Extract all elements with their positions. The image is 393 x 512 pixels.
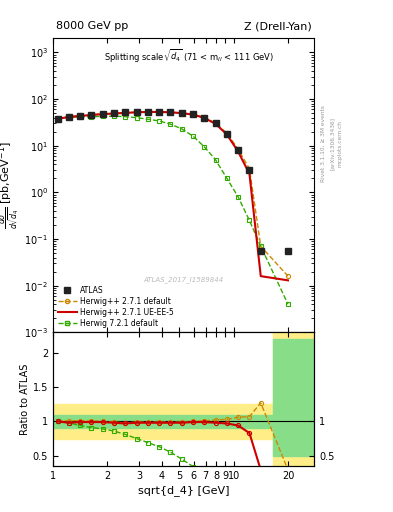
Y-axis label: $\frac{d\sigma}{d\sqrt{d_{4}}}$ [pb,GeV$^{-1}$]: $\frac{d\sigma}{d\sqrt{d_{4}}}$ [pb,GeV$… [0,141,23,229]
Text: Rivet 3.1.10, ≥ 3M events: Rivet 3.1.10, ≥ 3M events [320,105,325,182]
Text: Z (Drell-Yan): Z (Drell-Yan) [244,21,312,31]
Y-axis label: Ratio to ATLAS: Ratio to ATLAS [20,364,30,435]
Text: 8000 GeV pp: 8000 GeV pp [56,21,128,31]
Legend: ATLAS, Herwig++ 2.7.1 default, Herwig++ 2.7.1 UE-EE-5, Herwig 7.2.1 default: ATLAS, Herwig++ 2.7.1 default, Herwig++ … [56,285,175,329]
X-axis label: sqrt{d_4} [GeV]: sqrt{d_4} [GeV] [138,485,230,496]
Text: ATLAS_2017_I1589844: ATLAS_2017_I1589844 [143,276,224,283]
Text: Splitting scale$\sqrt{d_{4}}$ (71 < m$_{ll}$ < 111 GeV): Splitting scale$\sqrt{d_{4}}$ (71 < m$_{… [104,47,274,64]
Text: [arXiv:1306.3436]: [arXiv:1306.3436] [329,117,334,170]
Text: mcplots.cern.ch: mcplots.cern.ch [337,120,342,167]
